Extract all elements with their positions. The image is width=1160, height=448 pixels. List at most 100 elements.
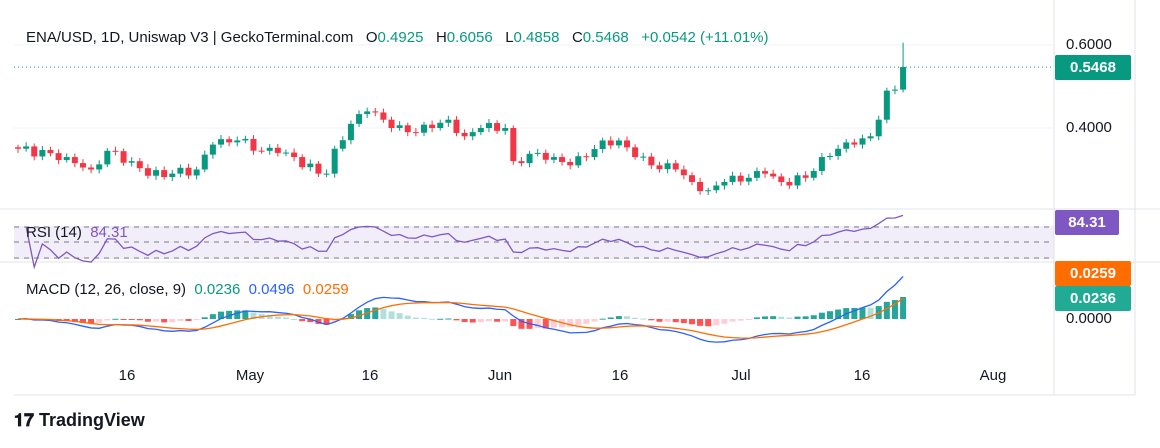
macd-histogram-bar <box>583 319 590 324</box>
macd-histogram-bar <box>713 319 720 326</box>
macd-histogram-bar <box>429 318 436 320</box>
macd-histogram-bar <box>827 311 833 319</box>
macd-histogram-bar <box>672 319 679 323</box>
x-tick: May <box>235 367 265 384</box>
macd-histogram-bar <box>96 319 103 323</box>
macd-histogram-bar <box>615 316 622 319</box>
macd-histogram-bar <box>778 316 785 319</box>
x-tick: 16 <box>118 367 136 384</box>
macd-histogram-bar <box>104 319 111 321</box>
macd-histogram-bar <box>177 319 184 321</box>
candle-body <box>632 147 639 158</box>
macd-histogram-bar <box>883 301 890 319</box>
macd-histogram-bar <box>802 316 809 319</box>
candle-body <box>615 140 622 146</box>
tradingview-logo[interactable]: 𝟏𝟕 TradingView <box>14 410 145 431</box>
candle-body <box>762 171 769 174</box>
candle-body <box>794 175 801 186</box>
candle-body <box>827 155 833 158</box>
macd-histogram-bar <box>153 319 160 322</box>
macd-histogram-bar <box>388 311 395 319</box>
macd-histogram-bar <box>136 319 143 321</box>
candle-body <box>843 142 850 149</box>
macd-histogram-bar <box>818 312 825 319</box>
candle-body <box>315 163 322 174</box>
macd-histogram-bar <box>762 316 769 319</box>
candle-body <box>193 169 200 176</box>
candle-body <box>209 144 216 155</box>
macd-histogram-bar <box>128 319 135 320</box>
price-tick: 0.4000 <box>1066 119 1112 136</box>
candle-body <box>364 111 371 115</box>
macd-histogram-bar <box>356 310 363 319</box>
candle-body <box>567 162 574 166</box>
macd-histogram-bar <box>15 319 21 320</box>
macd-hist-tag: 0.0236 <box>1055 286 1131 311</box>
macd-histogram-bar <box>307 319 314 323</box>
rsi-value: 84.31 <box>90 224 128 241</box>
close-value: 0.5468 <box>582 29 629 46</box>
candle-body <box>753 171 760 178</box>
close-label: C <box>571 29 583 46</box>
macd-histogram-bar <box>900 296 907 319</box>
candle-body <box>63 157 70 161</box>
x-tick: 16 <box>361 367 379 384</box>
candle-body <box>185 167 192 176</box>
macd-histogram-bar <box>550 319 557 328</box>
candle-body <box>697 181 704 192</box>
macd-histogram-bar <box>607 317 614 319</box>
macd-histogram-bar <box>599 318 606 320</box>
candle-body <box>745 177 752 182</box>
candle-body <box>900 67 907 90</box>
macd-histogram-bar <box>697 319 704 326</box>
candle-body <box>640 156 647 158</box>
low-value: 0.4858 <box>513 29 560 46</box>
macd-histogram-bar <box>282 317 289 319</box>
candle-body <box>55 153 62 161</box>
change-value: +0.0542 (+11.01%) <box>641 29 769 46</box>
candle-body <box>510 128 517 162</box>
macd-tick: 0.0000 <box>1066 310 1112 327</box>
candle-body <box>705 190 712 192</box>
candle-body <box>169 173 176 177</box>
candle-body <box>23 146 30 149</box>
macd-histogram-bar <box>688 319 695 325</box>
macd-histogram-bar <box>250 312 257 319</box>
macd-histogram-bar <box>218 311 224 319</box>
candle-body <box>477 128 484 133</box>
candle-body <box>461 132 468 137</box>
macd-histogram-bar <box>737 319 744 321</box>
macd-histogram-bar <box>209 314 216 319</box>
candle-body <box>421 124 427 133</box>
macd-histogram-bar <box>347 314 354 319</box>
candle-body <box>282 152 289 154</box>
candle-body <box>112 150 119 152</box>
candle-body <box>818 157 825 171</box>
signal-line <box>17 297 904 339</box>
open-value: 0.4925 <box>377 29 424 46</box>
candle-body <box>331 148 338 174</box>
macd-histogram-bar <box>632 317 639 319</box>
macd-hist-value: 0.0236 <box>194 281 241 298</box>
macd-histogram-bar <box>315 319 322 324</box>
macd-histogram-bar <box>518 319 525 329</box>
candle-body <box>485 123 492 128</box>
macd-histogram-bar <box>453 319 460 321</box>
candle-body <box>713 185 720 191</box>
macd-histogram-bar <box>510 319 517 327</box>
macd-histogram-bar <box>291 318 298 320</box>
candle-body <box>883 90 890 120</box>
macd-histogram-bar <box>396 313 403 319</box>
macd-histogram-bar <box>542 319 549 329</box>
candle-body <box>437 122 444 128</box>
candle-body <box>891 89 898 91</box>
macd-histogram-bar <box>867 307 874 319</box>
macd-histogram-bar <box>680 319 687 324</box>
candle-body <box>96 164 103 170</box>
macd-histogram-bar <box>567 319 574 328</box>
candle-body <box>47 150 54 154</box>
macd-signal-value: 0.0259 <box>302 281 349 298</box>
macd-histogram-bar <box>266 314 273 319</box>
candle-body <box>71 157 78 164</box>
